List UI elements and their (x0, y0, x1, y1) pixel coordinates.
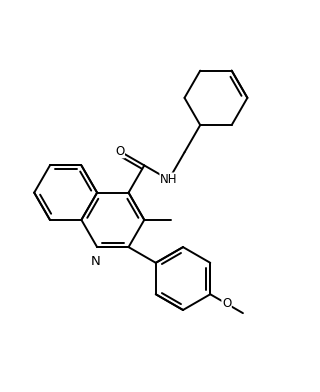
Text: O: O (222, 297, 231, 310)
Text: O: O (115, 145, 124, 158)
Text: N: N (91, 255, 100, 268)
Text: NH: NH (160, 173, 178, 186)
